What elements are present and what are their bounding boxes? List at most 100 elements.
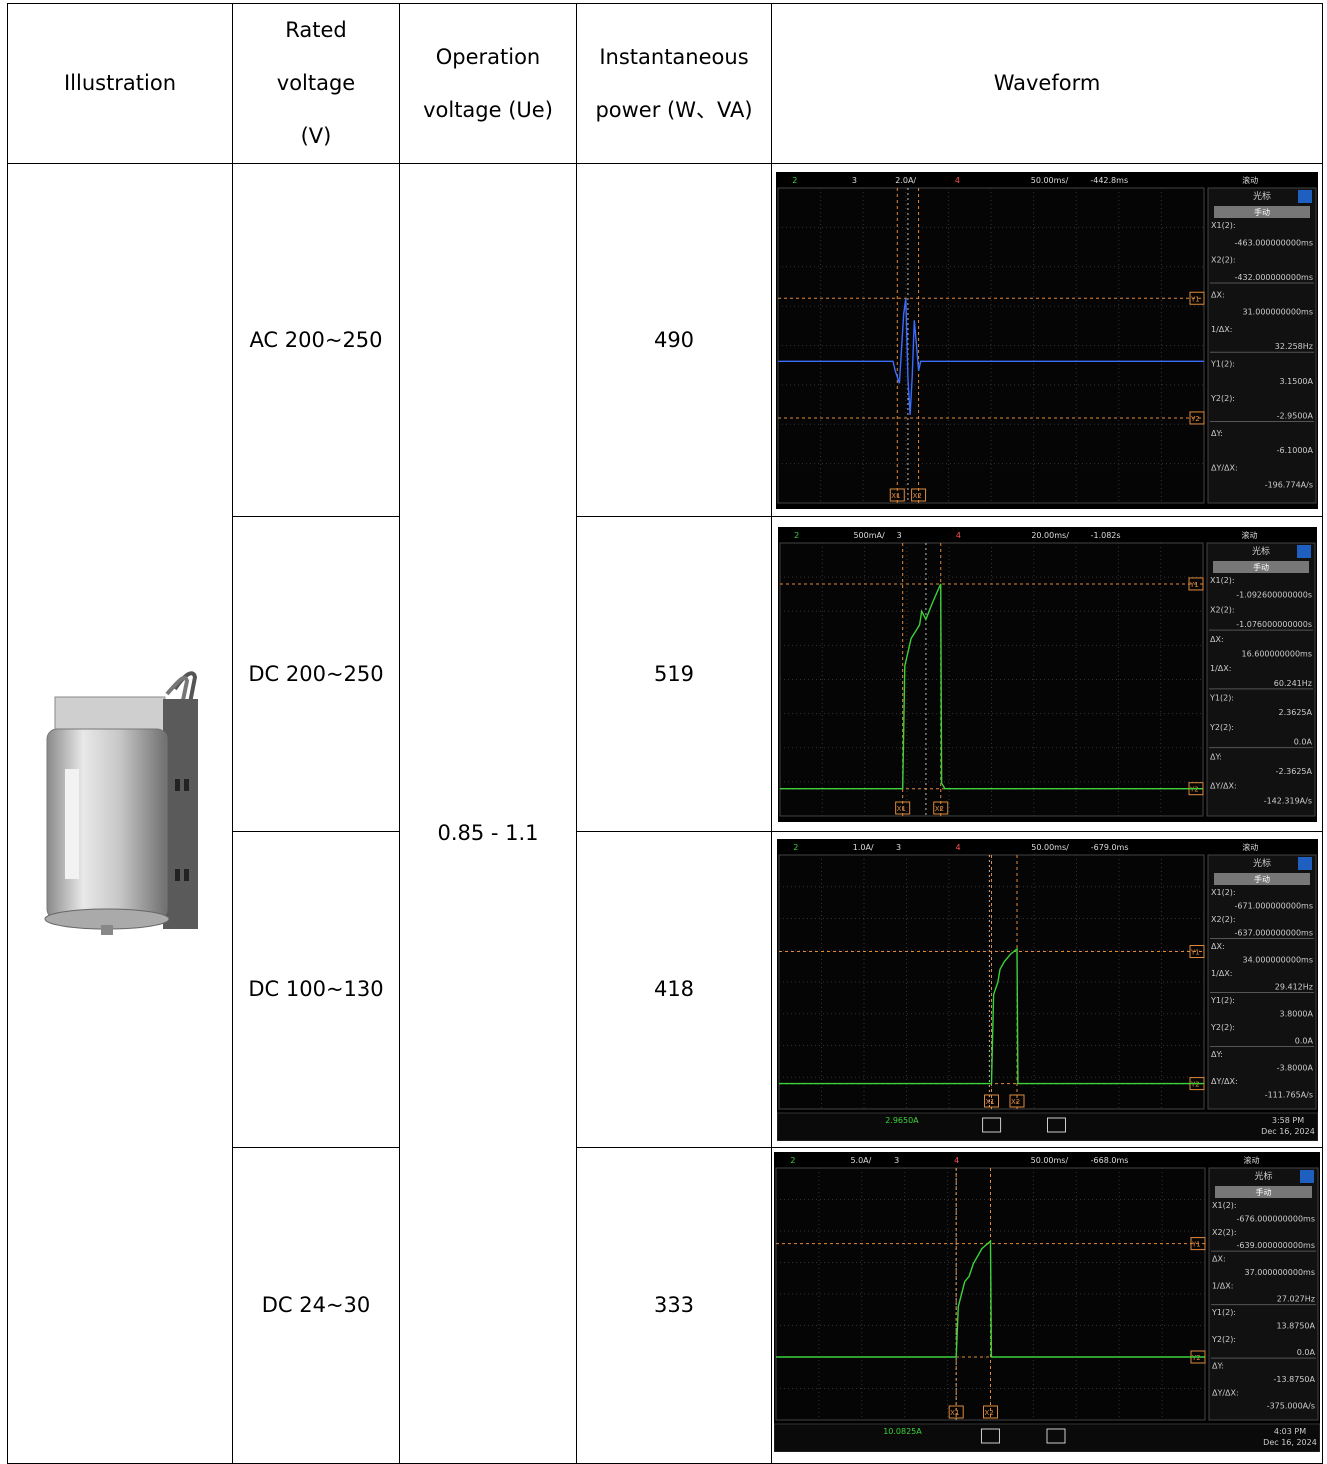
readout-value: -2.9500A: [1277, 411, 1314, 420]
cell: DC 100~130: [233, 832, 400, 1148]
readout-label: ΔX:: [1211, 942, 1225, 951]
top-bar-text: 20.00ms/: [1031, 531, 1069, 540]
header-cell: Instantaneous power (W、VA): [577, 4, 772, 164]
readout-label: ΔX:: [1210, 634, 1224, 643]
readout-value: -375.000A/s: [1267, 1402, 1315, 1411]
readout-value: 0.0A: [1293, 737, 1312, 746]
readout-label: ΔY/ΔX:: [1211, 1077, 1238, 1086]
readout-label: 1/ΔX:: [1212, 1281, 1233, 1290]
top-bar-text: 3: [894, 1156, 899, 1165]
readout-value: -3.8000A: [1276, 1063, 1313, 1072]
top-bar-text: 4: [954, 1156, 959, 1165]
waveform-cell: 232.0A/450.00ms/-442.8ms滚动X1X2Y1Y2光标手动X1…: [772, 164, 1323, 517]
mode-text: 手动: [1254, 207, 1270, 217]
bottom-current: 2.9650A: [885, 1116, 919, 1125]
readout-label: Y1(2):: [1210, 359, 1235, 368]
readout-label: Y1(2):: [1210, 996, 1235, 1005]
readout-label: X1(2):: [1211, 888, 1236, 897]
top-bar-text: 50.00ms/: [1031, 843, 1069, 852]
cursor-label: X1: [891, 492, 900, 500]
waveform-cell: 21.0A/3450.00ms/-679.0ms滚动X1X2Y1Y2光标手动X1…: [772, 832, 1323, 1148]
cursor-label: X2: [1011, 1098, 1020, 1106]
readout-value: 37.000000000ms: [1245, 1268, 1316, 1277]
cell: AC 200~250: [233, 164, 400, 517]
readout-value: -676.000000000ms: [1237, 1214, 1315, 1223]
readout-label: 1/ΔX:: [1211, 969, 1232, 978]
panel-icon: [1298, 190, 1312, 203]
cell: 0.85 - 1.1: [400, 164, 577, 1464]
cell: DC 200~250: [233, 517, 400, 832]
top-bar-text: 滚动: [1242, 175, 1258, 185]
panel-title: 光标: [1251, 545, 1269, 557]
readout-value: -1.076000000000s: [1236, 620, 1312, 629]
bottom-current: 10.0825A: [883, 1427, 922, 1436]
readout-label: ΔX:: [1212, 1255, 1226, 1264]
top-bar-text: 滚动: [1242, 842, 1258, 852]
panel-icon: [1300, 1170, 1314, 1183]
readout-label: X1(2):: [1211, 221, 1236, 230]
readout-label: Y2(2):: [1210, 1023, 1235, 1032]
readout-label: ΔY:: [1211, 1050, 1223, 1059]
top-bar-text: 4: [955, 531, 960, 540]
readout-value: -2.3625A: [1275, 766, 1312, 775]
readout-value: -671.000000000ms: [1234, 901, 1312, 910]
readout-value: -196.774A/s: [1265, 480, 1313, 489]
mode-text: 手动: [1256, 1187, 1272, 1197]
readout-value: 29.412Hz: [1274, 982, 1312, 991]
readout-label: ΔY/ΔX:: [1211, 463, 1238, 472]
top-bar-text: 3: [896, 843, 901, 852]
readout-label: X2(2):: [1210, 605, 1235, 614]
readout-label: X1(2):: [1212, 1201, 1237, 1210]
readout-value: 2.3625A: [1278, 708, 1312, 717]
readout-label: X1(2):: [1210, 576, 1235, 585]
readout-label: X2(2):: [1211, 915, 1236, 924]
header-cell: Waveform: [772, 4, 1323, 164]
top-bar-text: -668.0ms: [1091, 1156, 1129, 1165]
cursor-label: X2: [985, 1409, 994, 1417]
bottom-time: 4:03 PM: [1274, 1427, 1306, 1436]
readout-value: 13.8750A: [1276, 1321, 1315, 1330]
top-bar-text: 2: [790, 1156, 795, 1165]
panel-title: 光标: [1252, 857, 1270, 869]
readout-label: ΔY:: [1212, 1362, 1224, 1371]
panel-title: 光标: [1254, 1170, 1272, 1182]
readout-label: ΔY/ΔX:: [1210, 781, 1237, 790]
readout-label: ΔX:: [1211, 290, 1225, 299]
top-bar-text: 2: [793, 843, 798, 852]
top-bar-text: 2: [794, 531, 799, 540]
cursor-label: Y2: [1190, 414, 1200, 422]
readout-value: 0.0A: [1297, 1348, 1316, 1357]
panel-icon: [1297, 545, 1311, 558]
top-bar-text: -679.0ms: [1090, 843, 1128, 852]
readout-value: -142.319A/s: [1263, 796, 1311, 805]
cursor-label: X1: [950, 1409, 959, 1417]
readout-value: 16.600000000ms: [1241, 649, 1312, 658]
cell: 333: [577, 1148, 772, 1464]
cell: 418: [577, 832, 772, 1148]
page: Illustration Rated voltage (V) Operation…: [0, 0, 1327, 1457]
mode-text: 手动: [1254, 874, 1270, 884]
top-bar-text: 3: [896, 531, 901, 540]
readout-label: X2(2):: [1211, 255, 1236, 264]
cursor-label: Y1: [1189, 580, 1199, 588]
bottom-date: Dec 16, 2024: [1263, 1438, 1317, 1447]
top-bar-text: 2: [792, 176, 797, 185]
top-bar-text: -1.082s: [1090, 531, 1120, 540]
readout-label: Y2(2):: [1211, 1335, 1236, 1344]
top-bar-text: 50.00ms/: [1031, 1156, 1069, 1165]
top-bar-text: 50.00ms/: [1031, 176, 1069, 185]
top-bar-text: 4: [955, 843, 960, 852]
top-bar-text: 1.0A/: [852, 843, 873, 852]
top-bar-text: 滚动: [1241, 530, 1257, 540]
readout-value: 31.000000000ms: [1243, 307, 1314, 316]
cursor-label: Y2: [1190, 1080, 1200, 1088]
top-bar-text: -442.8ms: [1090, 176, 1128, 185]
readout-label: X2(2):: [1212, 1228, 1237, 1237]
spec-table: Illustration Rated voltage (V) Operation…: [7, 3, 1323, 1464]
header-text: Waveform: [994, 57, 1101, 110]
readout-value: 27.027Hz: [1277, 1295, 1315, 1304]
top-bar-text: 500mA/: [853, 531, 885, 540]
